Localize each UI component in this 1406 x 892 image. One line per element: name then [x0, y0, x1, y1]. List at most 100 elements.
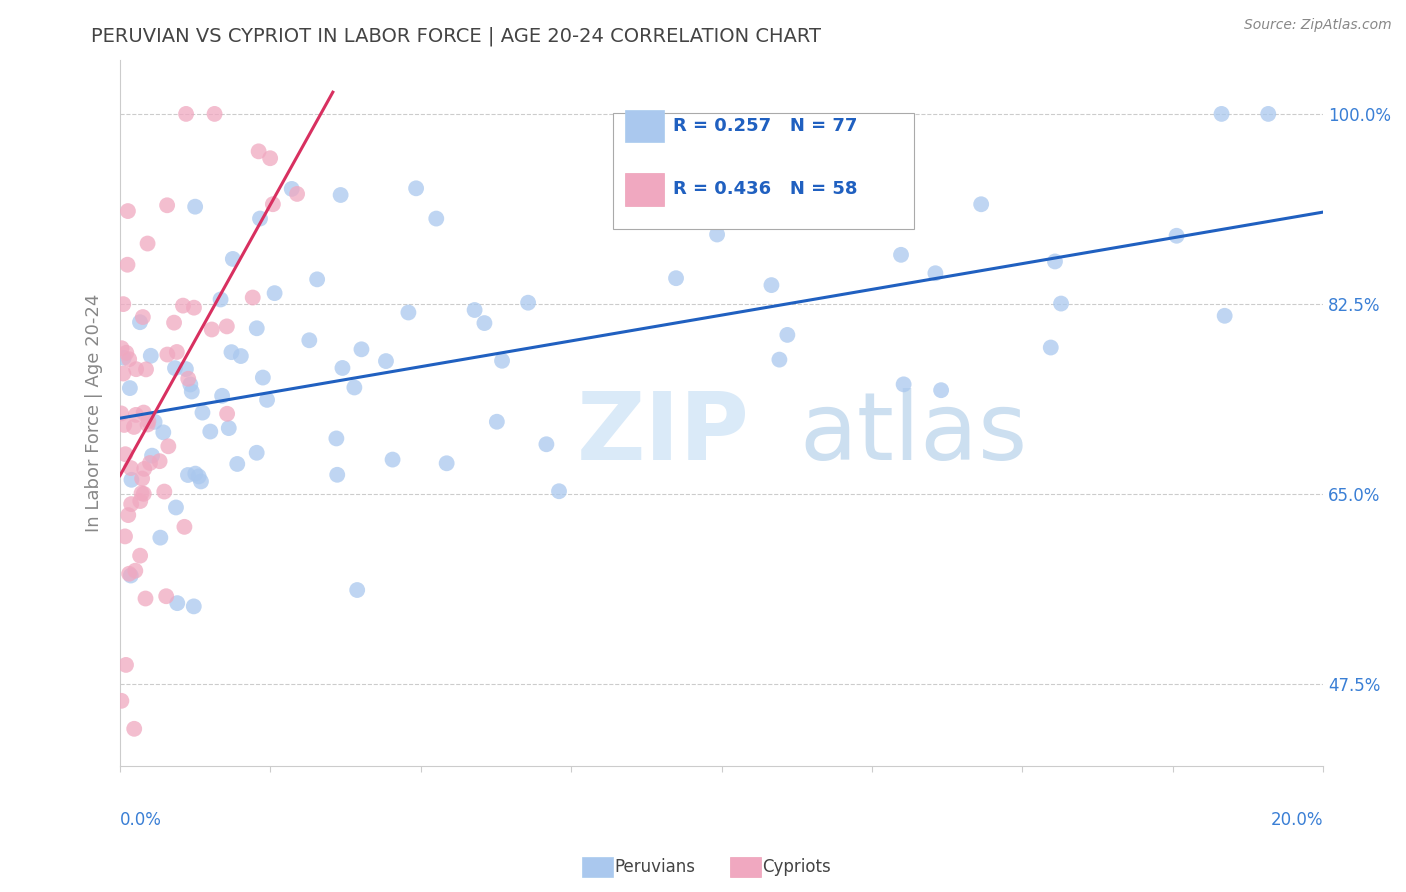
Point — [1166, 228, 1188, 243]
Point — [117, 258, 139, 272]
Point — [221, 345, 243, 359]
Point — [118, 566, 141, 581]
Point — [136, 417, 159, 432]
Point — [263, 286, 285, 301]
Point — [298, 333, 321, 347]
Text: R = 0.436   N = 58: R = 0.436 N = 58 — [673, 180, 858, 199]
Point — [332, 361, 354, 376]
Point — [141, 449, 163, 463]
Point — [396, 305, 419, 319]
Point — [138, 414, 160, 428]
Point — [174, 107, 197, 121]
Text: atlas: atlas — [800, 388, 1028, 480]
Point — [665, 271, 688, 285]
Point — [229, 349, 252, 363]
Point — [173, 520, 195, 534]
Point — [149, 454, 172, 468]
Point — [217, 407, 239, 421]
Text: PERUVIAN VS CYPRIOT IN LABOR FORCE | AGE 20-24 CORRELATION CHART: PERUVIAN VS CYPRIOT IN LABOR FORCE | AGE… — [91, 27, 821, 46]
Point — [129, 315, 152, 329]
Point — [204, 107, 226, 121]
FancyBboxPatch shape — [626, 173, 664, 206]
Point — [209, 293, 232, 307]
Point — [200, 425, 222, 439]
Point — [125, 362, 148, 376]
Point — [1257, 107, 1279, 121]
Point — [122, 722, 145, 736]
Text: 0.0%: 0.0% — [120, 811, 162, 830]
Point — [259, 151, 281, 165]
Point — [132, 406, 155, 420]
Point — [474, 316, 496, 330]
Point — [136, 236, 159, 251]
Point — [485, 415, 508, 429]
Point — [163, 316, 186, 330]
Point — [491, 353, 513, 368]
Point — [425, 211, 447, 226]
Point — [131, 472, 153, 486]
Point — [180, 384, 202, 399]
Point — [256, 392, 278, 407]
Text: ZIP: ZIP — [578, 388, 749, 480]
Point — [156, 198, 179, 212]
Point — [242, 291, 264, 305]
Point — [262, 197, 284, 211]
Text: Cypriots: Cypriots — [762, 858, 831, 876]
Point — [112, 417, 135, 432]
Point — [132, 310, 155, 324]
Point — [285, 186, 308, 201]
Point — [112, 367, 135, 381]
Point — [183, 599, 205, 614]
Point — [165, 500, 187, 515]
Point — [226, 457, 249, 471]
Point — [326, 467, 349, 482]
Point — [139, 456, 162, 470]
Point — [115, 345, 138, 359]
Text: 20.0%: 20.0% — [1271, 811, 1323, 830]
Point — [117, 508, 139, 522]
Point — [548, 484, 571, 499]
Point — [436, 456, 458, 470]
Point — [143, 415, 166, 429]
Point — [405, 181, 427, 195]
Point — [117, 204, 139, 219]
Point — [110, 406, 132, 420]
Point — [246, 446, 269, 460]
Point — [115, 657, 138, 672]
Point — [222, 252, 245, 266]
Point — [350, 343, 373, 357]
Point — [375, 354, 398, 368]
Point — [776, 327, 799, 342]
Point — [201, 322, 224, 336]
Point — [1213, 309, 1236, 323]
Point — [156, 347, 179, 361]
Point — [924, 266, 946, 280]
Text: Peruvians: Peruvians — [614, 858, 696, 876]
Point — [114, 447, 136, 461]
Point — [246, 321, 269, 335]
Point — [110, 341, 132, 355]
Point — [152, 425, 174, 440]
Point — [120, 473, 142, 487]
Point — [211, 389, 233, 403]
Point — [131, 486, 153, 500]
Point — [124, 564, 146, 578]
Point — [184, 467, 207, 481]
Point — [112, 297, 135, 311]
Point — [166, 596, 188, 610]
Point — [325, 432, 347, 446]
Point — [191, 406, 214, 420]
Point — [112, 351, 135, 365]
Point — [177, 372, 200, 386]
Point — [1211, 107, 1233, 121]
Point — [464, 303, 486, 318]
Point — [381, 452, 404, 467]
Point — [166, 345, 188, 359]
Point — [179, 377, 201, 392]
Point — [249, 211, 271, 226]
Point — [536, 437, 558, 451]
Point — [114, 529, 136, 543]
Point — [184, 200, 207, 214]
Point — [329, 188, 352, 202]
Point — [1039, 341, 1062, 355]
